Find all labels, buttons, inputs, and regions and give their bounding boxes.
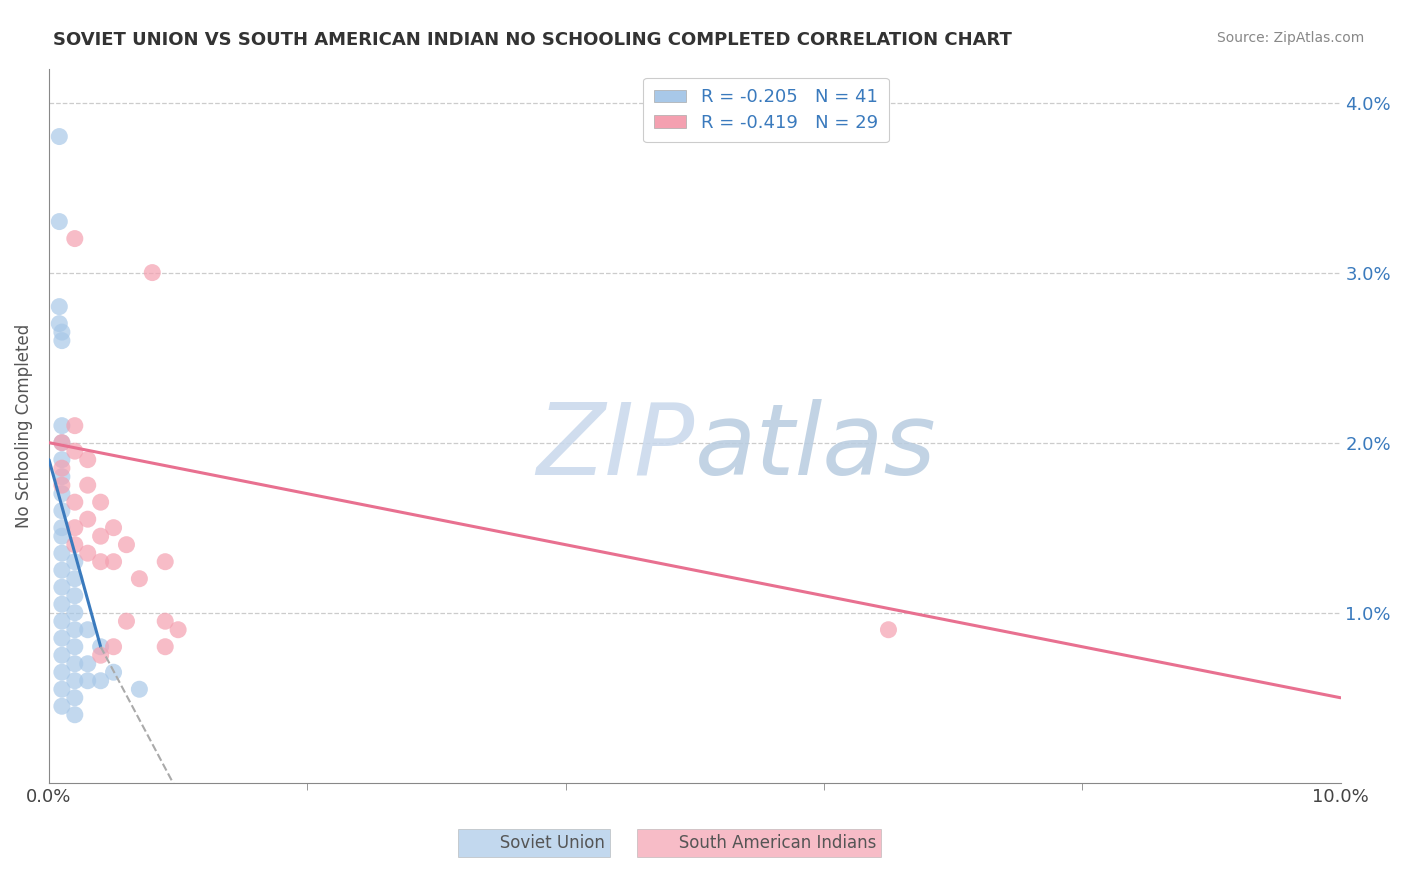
Point xyxy=(155,614,177,628)
Point xyxy=(51,580,73,594)
Point xyxy=(51,325,73,339)
Point xyxy=(51,461,73,475)
Point xyxy=(90,529,112,543)
Point xyxy=(48,317,70,331)
Point xyxy=(63,495,86,509)
Point xyxy=(115,614,138,628)
Point xyxy=(51,435,73,450)
Text: Soviet Union: Soviet Union xyxy=(464,834,605,852)
Point xyxy=(63,521,86,535)
Point xyxy=(51,546,73,560)
Point xyxy=(90,495,112,509)
Point xyxy=(51,521,73,535)
Text: South American Indians: South American Indians xyxy=(643,834,876,852)
Point xyxy=(51,452,73,467)
Point xyxy=(103,555,125,569)
Point xyxy=(51,665,73,680)
Legend: R = -0.205   N = 41, R = -0.419   N = 29: R = -0.205 N = 41, R = -0.419 N = 29 xyxy=(643,78,889,143)
Point xyxy=(63,572,86,586)
Point xyxy=(76,546,98,560)
Point xyxy=(103,640,125,654)
Point xyxy=(63,690,86,705)
Point xyxy=(51,614,73,628)
Point xyxy=(51,529,73,543)
Y-axis label: No Schooling Completed: No Schooling Completed xyxy=(15,324,32,528)
Point xyxy=(48,129,70,144)
Point xyxy=(877,623,900,637)
Point xyxy=(51,478,73,492)
Point xyxy=(51,504,73,518)
Point xyxy=(63,657,86,671)
Point xyxy=(63,673,86,688)
Point xyxy=(51,486,73,500)
Point xyxy=(48,300,70,314)
Point xyxy=(51,435,73,450)
Point xyxy=(76,512,98,526)
Point xyxy=(90,555,112,569)
Point xyxy=(76,673,98,688)
Point xyxy=(167,623,190,637)
Point xyxy=(63,623,86,637)
Point xyxy=(76,623,98,637)
Point xyxy=(51,597,73,611)
Point xyxy=(76,657,98,671)
Point xyxy=(51,334,73,348)
Point xyxy=(51,648,73,663)
Point xyxy=(90,648,112,663)
Text: atlas: atlas xyxy=(695,399,936,496)
Point xyxy=(128,682,150,697)
Point xyxy=(76,452,98,467)
Point xyxy=(51,469,73,483)
Point xyxy=(63,640,86,654)
Point xyxy=(63,231,86,245)
Point xyxy=(63,444,86,458)
Point xyxy=(48,214,70,228)
Point xyxy=(51,632,73,646)
Point xyxy=(63,589,86,603)
Point xyxy=(63,538,86,552)
Text: Source: ZipAtlas.com: Source: ZipAtlas.com xyxy=(1216,31,1364,45)
Point xyxy=(155,555,177,569)
Point xyxy=(51,682,73,697)
Point xyxy=(63,555,86,569)
Point xyxy=(115,538,138,552)
Point xyxy=(51,563,73,577)
Point xyxy=(63,606,86,620)
Point xyxy=(128,572,150,586)
Point xyxy=(155,640,177,654)
Point xyxy=(51,699,73,714)
Text: SOVIET UNION VS SOUTH AMERICAN INDIAN NO SCHOOLING COMPLETED CORRELATION CHART: SOVIET UNION VS SOUTH AMERICAN INDIAN NO… xyxy=(53,31,1012,49)
Point xyxy=(76,478,98,492)
Point xyxy=(63,707,86,722)
Point xyxy=(103,665,125,680)
Point xyxy=(51,418,73,433)
Point xyxy=(90,640,112,654)
Point xyxy=(141,266,163,280)
Point xyxy=(103,521,125,535)
Text: ZIP: ZIP xyxy=(537,399,695,496)
Point xyxy=(90,673,112,688)
Point xyxy=(63,418,86,433)
